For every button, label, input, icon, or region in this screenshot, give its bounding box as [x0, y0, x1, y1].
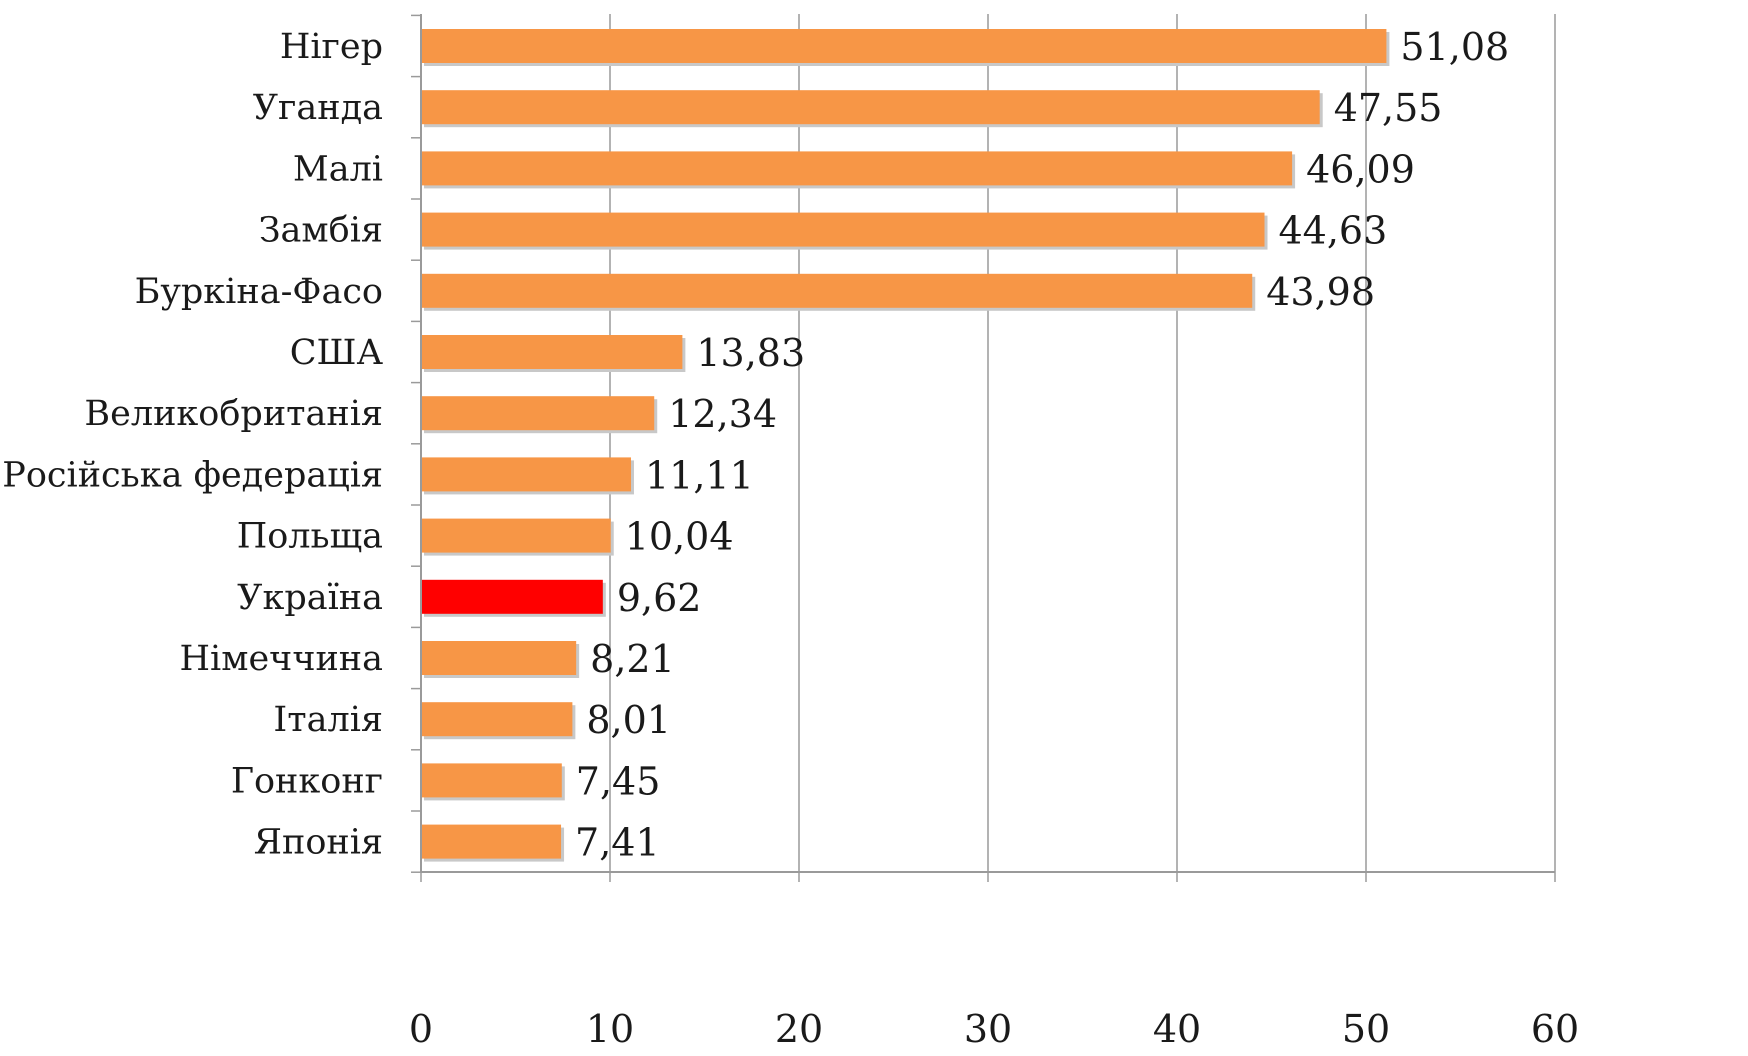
value-label: 43,98 [1266, 270, 1375, 314]
x-tick-label: 0 [409, 1007, 433, 1051]
bar-9 [421, 518, 611, 553]
value-label: 9,62 [617, 576, 702, 620]
value-label: 46,09 [1306, 147, 1415, 191]
bar-6 [421, 335, 683, 369]
value-label: 12,34 [668, 392, 777, 436]
bars [421, 29, 1390, 862]
bar-8 [421, 457, 631, 492]
bar-7 [421, 396, 655, 431]
value-label: 8,01 [586, 698, 671, 742]
gridlines [609, 14, 1556, 872]
category-label: Польща [237, 517, 383, 557]
category-label: Буркіна-Фасо [135, 272, 383, 312]
value-label: 11,11 [645, 453, 754, 497]
bar-12 [421, 702, 573, 737]
category-label: США [290, 333, 384, 373]
x-tick-label: 50 [1342, 1007, 1390, 1051]
bar-11 [421, 641, 577, 675]
value-label: 7,45 [576, 759, 661, 803]
bar-3 [421, 151, 1293, 186]
value-label: 44,63 [1279, 209, 1388, 253]
bar-2 [421, 90, 1320, 125]
category-label: Російська федерація [2, 455, 383, 495]
bar-4 [421, 212, 1265, 247]
bar-10 [421, 579, 603, 614]
x-tick-label: 40 [1153, 1007, 1201, 1051]
value-label: 7,41 [575, 821, 660, 865]
value-label: 51,08 [1400, 25, 1509, 69]
value-label: 10,04 [625, 515, 734, 559]
category-label: Японія [254, 823, 383, 863]
value-label: 47,55 [1334, 86, 1443, 130]
bar-13 [421, 763, 562, 798]
category-label: Україна [237, 578, 383, 618]
category-label: Нігер [280, 27, 383, 67]
category-label: Великобританія [84, 394, 383, 434]
category-label: Малі [293, 149, 383, 189]
x-tick-label: 30 [964, 1007, 1012, 1051]
category-label: Замбія [259, 211, 383, 251]
category-label: Німеччина [180, 639, 383, 679]
labels: Нігер 51,08 Уганда 47,55 Малі 46,09 Замбія 44,6… [2, 25, 1579, 1051]
category-label: Уганда [253, 88, 383, 128]
x-tick-label: 10 [586, 1007, 634, 1051]
x-tick-label: 60 [1531, 1007, 1579, 1051]
bar-5 [421, 273, 1253, 308]
category-label: Італія [273, 700, 383, 740]
axes [411, 14, 1556, 882]
value-label: 8,21 [590, 637, 675, 681]
category-label: Гонконг [231, 761, 383, 801]
value-label: 13,83 [696, 331, 805, 375]
x-tick-label: 20 [775, 1007, 823, 1051]
bar-14 [421, 824, 562, 859]
bar-1 [421, 29, 1387, 63]
